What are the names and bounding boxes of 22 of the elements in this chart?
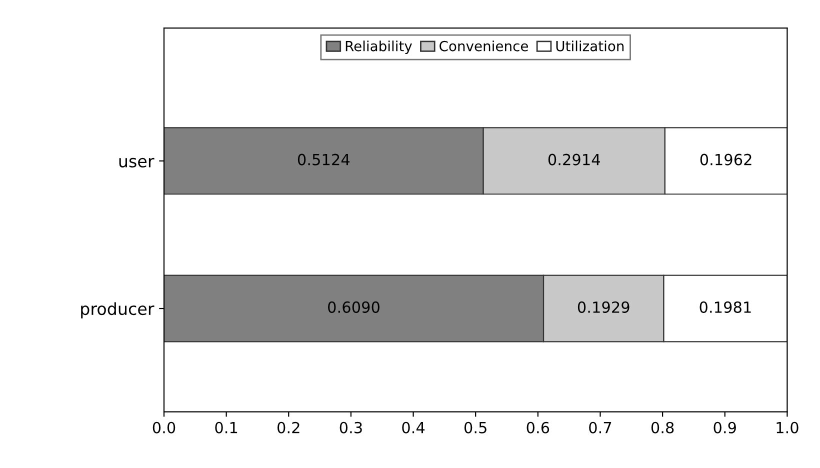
legend-label: Reliability — [346, 40, 412, 54]
legend-label: Utilization — [556, 40, 624, 52]
y-tick-label: producer — [81, 302, 154, 318]
legend-label: Convenience — [440, 40, 528, 52]
data-label: 0.5124 — [298, 154, 350, 166]
x-tick-label: 0.0 — [152, 422, 176, 434]
x-tick-label: 0.5 — [464, 422, 486, 434]
x-tick-label: 0.9 — [714, 422, 736, 434]
x-tick-label: 0.8 — [651, 422, 674, 434]
data-label: 0.1929 — [578, 301, 630, 313]
data-label: 0.6090 — [328, 301, 380, 313]
x-tick-label: 0.1 — [215, 422, 238, 434]
data-label: 0.2914 — [548, 154, 600, 166]
x-tick-label: 0.2 — [278, 422, 300, 434]
x-tick-label: 1.0 — [776, 422, 798, 434]
x-tick-label: 0.4 — [402, 422, 425, 434]
x-tick-label: 0.6 — [526, 422, 550, 434]
y-tick-label: user — [119, 158, 154, 168]
data-label: 0.1981 — [700, 301, 751, 313]
x-tick-label: 0.7 — [589, 422, 612, 434]
x-tick-label: 0.3 — [340, 422, 362, 434]
data-label: 0.1962 — [700, 154, 752, 166]
